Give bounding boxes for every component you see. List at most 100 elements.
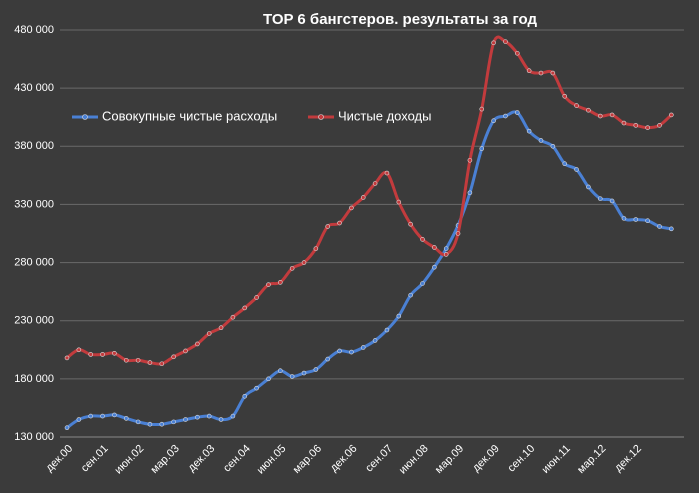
x-tick-label: июн.05 <box>255 443 289 477</box>
y-tick-label: 280 000 <box>14 256 54 268</box>
x-tick-label: мар.09 <box>433 443 466 476</box>
point <box>100 352 105 357</box>
y-tick-label: 480 000 <box>14 24 54 36</box>
point <box>325 224 331 229</box>
point <box>491 40 496 46</box>
point <box>669 112 674 118</box>
point <box>574 103 579 108</box>
point <box>183 348 188 354</box>
point <box>669 226 674 232</box>
point <box>384 170 390 176</box>
y-tick-label: 330 000 <box>14 198 54 210</box>
x-tick-label: июн.08 <box>397 443 431 477</box>
point <box>349 349 354 355</box>
point <box>266 282 271 287</box>
point <box>64 355 70 361</box>
point <box>195 341 200 347</box>
y-tick-label: 130 000 <box>14 431 54 443</box>
point <box>171 354 176 360</box>
point <box>420 281 425 286</box>
legend-label: Совокупные чистые расходы <box>102 108 277 123</box>
point <box>112 412 117 418</box>
point <box>206 413 212 419</box>
point <box>135 419 141 425</box>
point <box>503 39 508 44</box>
point <box>491 118 496 124</box>
point <box>408 221 413 227</box>
point <box>467 190 473 196</box>
point <box>538 70 544 76</box>
point <box>123 357 129 363</box>
x-tick-label: мар.06 <box>291 443 324 476</box>
point <box>218 417 224 422</box>
point <box>455 231 461 236</box>
point <box>277 280 283 285</box>
point <box>100 413 105 419</box>
point <box>503 113 508 119</box>
point <box>372 338 378 343</box>
x-tick-label: сен.04 <box>221 443 253 475</box>
point <box>135 357 141 363</box>
x-tick-label: сен.01 <box>79 443 111 475</box>
x-tick-label: июн.11 <box>540 443 573 476</box>
point <box>432 245 437 250</box>
y-tick-label: 180 000 <box>14 373 54 385</box>
point <box>633 123 639 128</box>
point <box>313 246 319 251</box>
point <box>550 70 556 76</box>
point <box>443 246 449 251</box>
y-tick-label: 430 000 <box>14 82 54 94</box>
x-tick-label: дек.03 <box>186 443 218 475</box>
point <box>443 252 449 257</box>
point <box>218 325 224 330</box>
x-tick-label: мар.03 <box>149 443 182 476</box>
x-tick-label: дек.06 <box>328 443 360 475</box>
point <box>88 352 93 357</box>
point <box>645 218 650 224</box>
point <box>360 195 366 200</box>
point <box>420 237 425 242</box>
point <box>313 367 319 372</box>
point <box>254 295 259 300</box>
point <box>159 361 165 367</box>
x-tick-label: дек.00 <box>44 443 76 475</box>
point <box>657 224 662 229</box>
point <box>337 348 342 354</box>
point <box>76 417 82 422</box>
x-tick-label: июн.02 <box>113 443 147 477</box>
x-tick-label: дек.12 <box>612 443 644 475</box>
point <box>384 327 390 333</box>
y-tick-label: 230 000 <box>14 315 54 327</box>
point <box>266 376 271 382</box>
point <box>396 199 402 205</box>
point <box>337 220 342 226</box>
point <box>633 217 639 222</box>
point <box>526 128 532 134</box>
point <box>514 110 520 115</box>
point <box>360 345 366 350</box>
point <box>562 161 568 167</box>
point <box>289 266 295 271</box>
point <box>586 107 591 113</box>
point <box>574 167 579 172</box>
point <box>230 413 236 419</box>
point <box>206 331 212 336</box>
x-tick-label: мар.12 <box>575 443 608 476</box>
chart-title: TOP 6 бангстеров. результаты за год <box>263 11 538 28</box>
point <box>609 112 615 118</box>
point <box>621 120 627 126</box>
point <box>432 264 437 270</box>
point <box>349 205 354 211</box>
point <box>289 374 295 379</box>
point <box>277 368 283 374</box>
legend-marker <box>318 114 324 120</box>
x-tick-label: дек.09 <box>470 443 502 475</box>
point <box>526 68 532 73</box>
point <box>479 146 485 151</box>
point <box>64 425 70 430</box>
point <box>242 305 248 311</box>
x-tick-label: сен.10 <box>506 443 538 475</box>
point <box>657 123 662 128</box>
